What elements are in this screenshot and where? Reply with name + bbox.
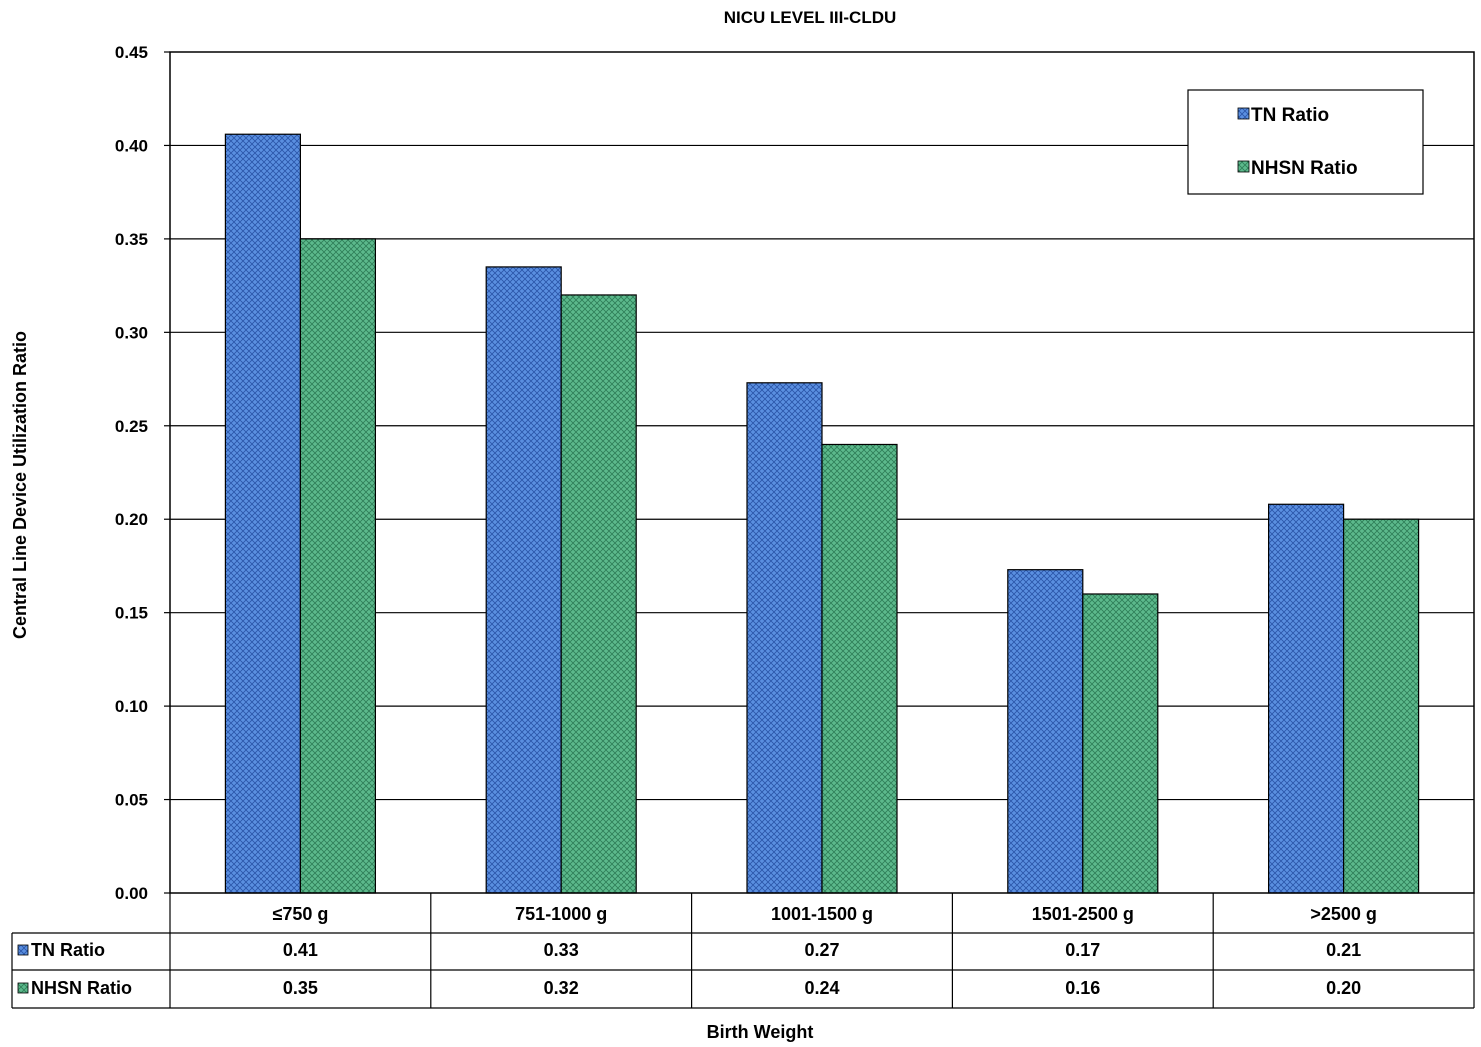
table-cell: 0.41: [283, 940, 318, 960]
y-tick-label: 0.00: [115, 884, 148, 903]
legend-box: [1187, 89, 1424, 195]
table-cell: 0.33: [544, 940, 579, 960]
bar-tn: [1267, 503, 1345, 894]
bar-tn: [485, 266, 562, 894]
table-cell: 0.24: [804, 978, 839, 998]
x-category-label: 1501-2500 g: [1032, 904, 1134, 924]
bar-nhsn: [299, 238, 376, 894]
table-cell: 0.27: [804, 940, 839, 960]
table-cell: 0.17: [1065, 940, 1100, 960]
table-cell: 0.35: [283, 978, 318, 998]
x-category-label: ≤750 g: [272, 904, 328, 924]
table-cell: 0.32: [544, 978, 579, 998]
plot-area-frame: [169, 51, 1475, 894]
bar-nhsn: [1342, 518, 1420, 894]
y-tick-label: 0.35: [115, 230, 148, 249]
table-cell: 0.21: [1326, 940, 1361, 960]
y-axis-ticks: 0.00 0.05 0.10 0.15 0.20 0.25 0.30 0.35 0.40 0.45: [115, 43, 170, 903]
table-row-label-nhsn: NHSN Ratio: [31, 978, 132, 998]
y-tick-label: 0.40: [115, 136, 148, 155]
y-axis-label: Central Line Device Utilization Ratio: [10, 331, 30, 639]
bar-tn: [224, 133, 301, 894]
legend-label-nhsn: NHSN Ratio: [1251, 158, 1358, 179]
chart-title: NICU LEVEL III-CLDU: [724, 8, 897, 27]
y-tick-label: 0.05: [115, 791, 148, 810]
table-cell: 0.20: [1326, 978, 1361, 998]
table-row-label-tn: TN Ratio: [31, 940, 105, 960]
y-tick-label: 0.45: [115, 43, 148, 62]
bar-tn: [746, 382, 823, 894]
table-cell: 0.16: [1065, 978, 1100, 998]
data-table: TN Ratio NHSN Ratio 0.41 0.35 ≤750 g 0.33 0.…: [11, 893, 1475, 1009]
bars: [224, 133, 1420, 894]
y-tick-label: 0.30: [115, 323, 148, 342]
x-category-label: 751-1000 g: [515, 904, 607, 924]
y-tick-label: 0.25: [115, 417, 148, 436]
legend-swatch-tn: [1237, 107, 1250, 120]
bar-nhsn: [1082, 593, 1159, 894]
table-swatch-tn: [17, 944, 29, 956]
bar-nhsn: [560, 294, 637, 894]
bar-tn: [1007, 569, 1084, 894]
legend-label-tn: TN Ratio: [1251, 105, 1329, 126]
x-category-label: >2500 g: [1310, 904, 1377, 924]
x-axis-label: Birth Weight: [707, 1022, 814, 1042]
y-tick-label: 0.15: [115, 604, 148, 623]
y-tick-label: 0.20: [115, 510, 148, 529]
legend: TN Ratio NHSN Ratio: [1187, 89, 1424, 195]
table-swatch-nhsn: [17, 982, 29, 994]
bar-nhsn: [821, 443, 898, 894]
y-tick-label: 0.10: [115, 697, 148, 716]
legend-swatch-nhsn: [1237, 160, 1250, 173]
x-category-label: 1001-1500 g: [771, 904, 873, 924]
